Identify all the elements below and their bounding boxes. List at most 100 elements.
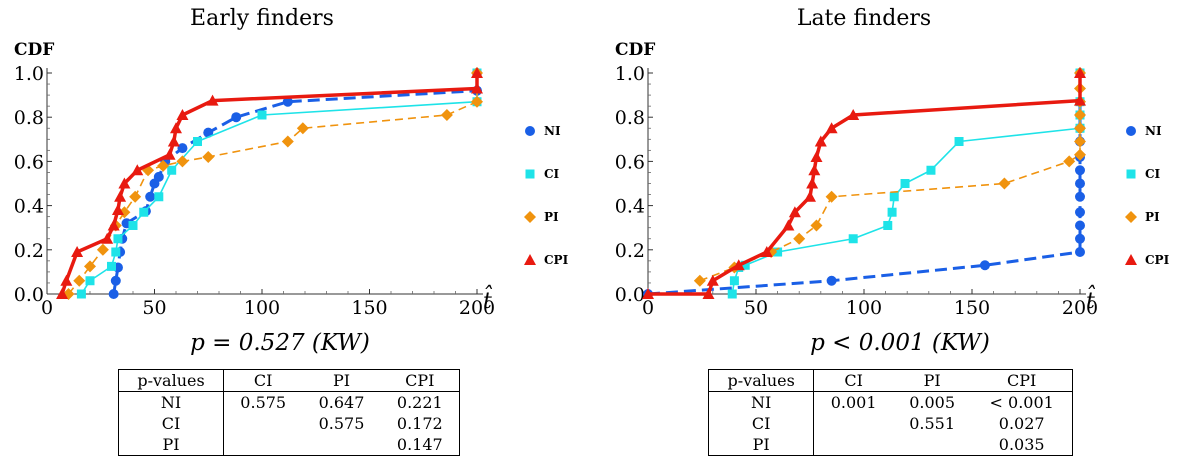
data-point-CI <box>926 165 936 175</box>
x-axis-label: t̂ <box>483 285 493 314</box>
data-point-PI <box>1074 135 1086 148</box>
data-point-CPI <box>847 108 860 120</box>
legend-entry-CI: CI <box>1126 167 1161 181</box>
data-point-CI <box>257 110 267 120</box>
data-point-CPI <box>170 122 182 134</box>
data-point-CI <box>773 247 783 257</box>
data-point-CI <box>729 276 739 286</box>
data-point-NI <box>145 191 156 202</box>
table-cell: PI <box>892 369 972 392</box>
table-cell <box>893 434 971 456</box>
legend-marker <box>525 169 535 179</box>
data-point-CPI <box>107 219 120 231</box>
y-tick-label: 0.8 <box>615 107 645 129</box>
table-cell: NI <box>708 391 815 413</box>
data-point-CI <box>154 192 164 202</box>
table-cell: 0.147 <box>396 435 443 454</box>
data-point-CPI <box>471 67 483 78</box>
y-axis-label: CDF <box>14 40 54 60</box>
data-point-PI <box>1074 108 1086 121</box>
table-cell: 0.575 <box>318 414 365 433</box>
table-cell: CPI <box>971 369 1073 392</box>
data-point-NI <box>1075 247 1085 258</box>
data-point-CPI <box>810 150 823 162</box>
x-axis-label: t̂ <box>1086 285 1096 314</box>
table-cell: 0.221 <box>396 393 443 412</box>
table-cell: PI <box>708 434 815 456</box>
table-cell <box>302 434 380 456</box>
data-point-PI <box>73 274 86 287</box>
data-point-PI <box>129 190 142 203</box>
data-point-PI <box>825 190 838 203</box>
table-cell: CI <box>708 413 815 434</box>
data-point-PI <box>440 108 453 121</box>
x-tick-label: 100 <box>846 297 882 319</box>
legend-label: NI <box>1145 124 1162 138</box>
data-point-NI <box>110 275 121 286</box>
data-point-CI <box>107 261 116 271</box>
data-point-CPI <box>176 108 189 120</box>
data-point-PI <box>118 206 131 219</box>
data-point-PI <box>998 177 1011 190</box>
chart-title: Early finders <box>190 6 334 31</box>
table-cell: PI <box>118 434 225 456</box>
table-cell: 0.035 <box>998 435 1045 454</box>
legend-marker <box>525 126 535 136</box>
data-point-CPI <box>732 259 745 271</box>
data-point-PI <box>281 135 294 148</box>
data-point-PI <box>471 95 483 108</box>
data-point-PI <box>202 150 215 163</box>
y-tick-label: 0.0 <box>615 284 645 306</box>
data-point-CPI <box>804 190 816 202</box>
data-point-NI <box>979 260 990 271</box>
x-tick-label: 50 <box>744 297 768 319</box>
x-tick-label: 50 <box>142 297 166 319</box>
data-point-CPI <box>814 135 827 147</box>
y-tick-label: 1.0 <box>14 63 44 85</box>
data-point-PI <box>96 243 109 256</box>
y-axis-label: CDF <box>615 40 655 60</box>
series-line-CPI <box>60 73 479 295</box>
table-header-row: p-values CI PI CPI <box>118 369 460 392</box>
legend-entry-PI: PI <box>1125 210 1160 224</box>
data-point-CI <box>128 220 138 230</box>
table-cell: 0.575 <box>240 393 287 412</box>
data-point-CI <box>113 234 123 244</box>
data-point-CPI <box>167 135 180 147</box>
y-tick-label: 0.4 <box>14 196 44 218</box>
y-tick-label: 0.4 <box>615 196 645 218</box>
data-point-NI <box>108 289 119 299</box>
data-point-CPI <box>760 246 773 258</box>
data-point-CPI <box>206 94 219 106</box>
table-cell: 0.647 <box>318 393 365 412</box>
data-point-NI <box>1075 178 1085 189</box>
y-tick-label: 0.0 <box>14 284 44 306</box>
data-point-CPI <box>111 204 124 216</box>
data-point-PI <box>793 232 806 245</box>
series-PI <box>693 67 1086 287</box>
data-point-CPI <box>782 219 795 231</box>
data-point-CPI <box>71 246 84 258</box>
table-cell: CI <box>223 369 303 392</box>
data-point-CI <box>887 207 897 217</box>
data-point-CI <box>193 137 202 147</box>
data-point-NI <box>177 143 188 154</box>
data-point-CPI <box>1074 94 1086 106</box>
chart-panel-1: Late finders CDF 0 50 100 150 200 0.0 0.2 0.4 0.6 0… <box>615 6 1170 319</box>
chart-title: Late finders <box>797 6 931 31</box>
data-point-CPI <box>706 274 719 286</box>
data-point-NI <box>231 112 242 123</box>
data-point-CPI <box>56 288 69 299</box>
series-line-CPI <box>648 73 1082 296</box>
y-tick-label: 0.8 <box>14 107 44 129</box>
data-point-CI <box>954 137 964 147</box>
data-point-CI <box>848 234 858 244</box>
x-tick-label: 0 <box>41 297 53 319</box>
table-cell: PI <box>302 369 381 392</box>
legend-entry-PI: PI <box>524 210 559 224</box>
table-header-row: p-values CI PI CPI <box>708 369 1073 392</box>
table-cell <box>814 413 893 434</box>
series-CI <box>76 68 482 299</box>
data-point-PI <box>84 260 96 273</box>
data-point-PI <box>176 155 189 168</box>
